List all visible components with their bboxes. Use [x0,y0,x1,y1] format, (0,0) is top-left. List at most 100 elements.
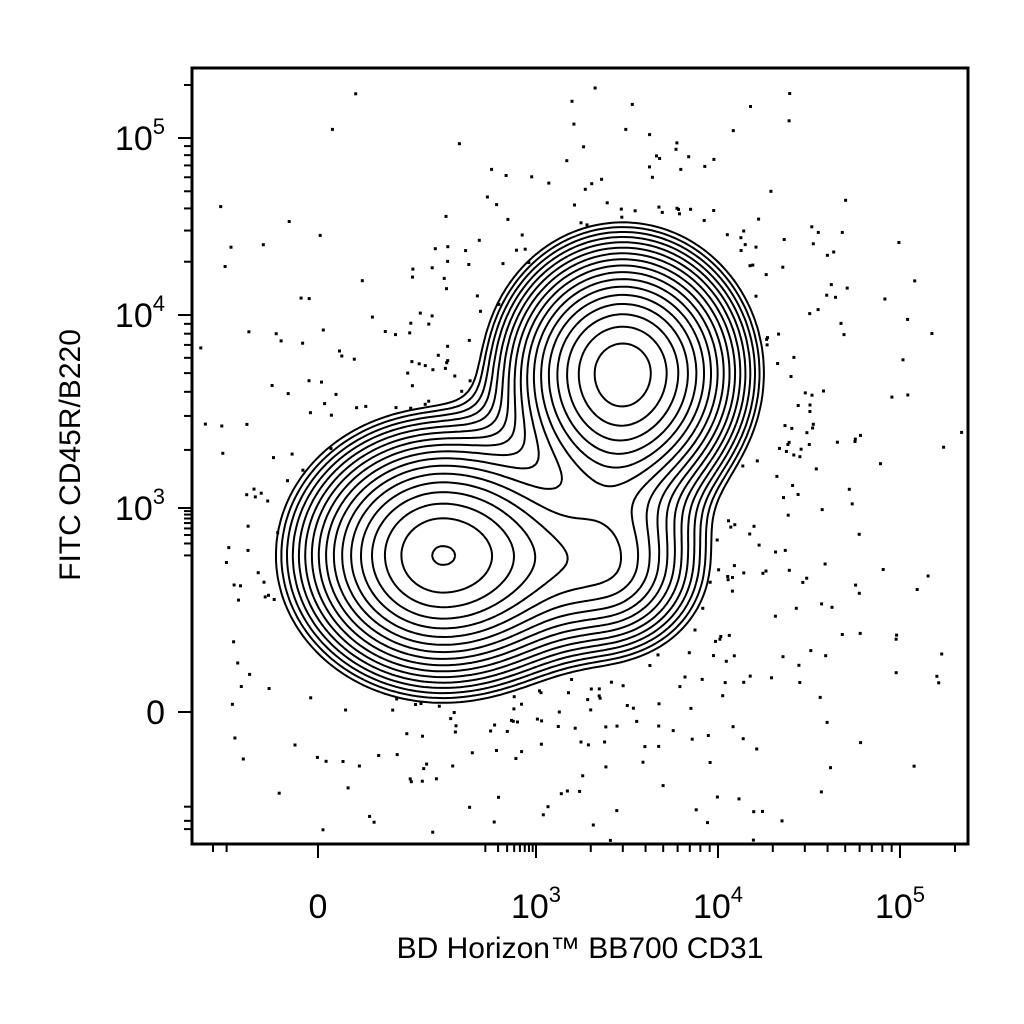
outlier-dot [586,698,590,702]
contour-line [400,325,668,594]
outlier-dot [539,742,543,746]
outlier-dot [541,813,545,817]
outlier-dot [408,331,412,335]
outlier-dot [470,751,474,755]
outlier-dot [497,302,501,306]
outlier-dot [453,374,457,378]
outlier-dot [801,580,805,584]
outlier-dot [408,777,412,781]
outlier-dot [318,233,322,237]
outlier-dot [232,583,236,587]
outlier-dot [236,661,240,665]
outlier-dot [656,653,660,657]
outlier-dot [274,332,278,336]
outlier-dot [755,459,759,463]
outlier-dot [239,584,242,588]
contour-line [286,231,756,695]
outlier-dot [377,754,381,757]
outlier-dot [417,362,421,366]
outlier-dot [751,838,755,842]
outlier-dot [409,780,413,784]
outlier-dot [515,248,518,252]
outlier-dot [798,455,802,459]
outlier-dot [604,725,608,729]
outlier-dot [829,766,832,770]
outlier-dot [505,729,509,733]
x-axis-tick-labels: 0 103 104 105 [309,882,926,926]
outlier-dot [604,765,608,769]
outlier-dot [276,531,280,535]
outlier-dot [890,395,894,399]
outlier-dot [453,730,457,734]
outlier-dot [633,209,637,213]
outlier-dot [409,406,413,410]
outlier-dot [446,259,450,263]
outlier-dot [796,493,800,496]
outlier-dot [809,649,813,653]
outlier-dot [657,724,661,728]
x-tick-label: 104 [693,882,743,926]
outlier-dot [807,443,811,446]
outlier-dot [516,720,519,724]
outlier-dot [783,548,787,552]
outlier-dot [840,633,844,636]
outlier-dot [411,267,415,271]
contour-line [297,241,747,684]
contour-line [383,313,680,609]
outlier-dot [721,694,725,698]
outlier-dot [279,339,283,343]
outlier-dot [788,92,792,95]
outlier-dot [256,571,260,575]
outlier-dot [783,424,787,428]
outlier-dot [726,575,730,578]
outlier-dot [906,317,910,321]
outlier-dot [445,361,449,365]
outlier-dot [605,201,609,205]
outlier-dot [829,283,833,287]
outlier-dot [241,757,245,761]
outlier-dot [619,207,623,211]
outlier-dot [460,389,464,393]
x-tick-label: 105 [875,882,925,926]
outlier-dot [559,792,563,796]
outlier-dot [430,314,434,318]
outlier-dot [803,391,807,395]
outlier-dot [796,404,800,407]
outlier-dot [859,741,863,745]
outlier-dot [262,580,266,584]
outlier-dot [340,354,344,358]
outlier-dot [935,674,939,678]
outlier-dot [725,233,729,237]
outlier-dot [708,761,712,764]
outlier-dot [267,593,270,597]
outlier-dot [530,175,534,179]
outlier-dot [717,568,721,572]
outlier-dot [775,474,779,478]
outlier-dot [511,719,515,723]
outlier-dot [598,696,602,700]
outlier-dot [609,680,613,684]
outlier-dot [858,631,862,635]
outlier-dot [506,217,510,221]
outlier-dot [405,732,409,736]
outlier-dot [748,264,752,268]
outlier-dot [418,311,422,315]
contour-line [317,258,731,667]
outlier-dot [514,757,518,760]
outlier-dot [808,410,812,413]
outlier-dot [239,685,243,688]
outlier-dot [329,413,333,417]
outlier-dot [839,321,843,325]
outlier-dot [726,578,730,582]
outlier-dot [307,297,311,301]
outlier-dot [589,687,593,691]
contour-line [360,293,698,630]
outlier-dot [546,805,550,809]
outlier-dot [715,795,719,799]
outlier-dot [752,524,756,528]
contour-line [325,264,725,660]
outlier-dot [845,286,849,290]
outlier-dot [600,177,604,181]
outlier-dot [727,519,730,523]
outlier-dot [603,740,607,744]
